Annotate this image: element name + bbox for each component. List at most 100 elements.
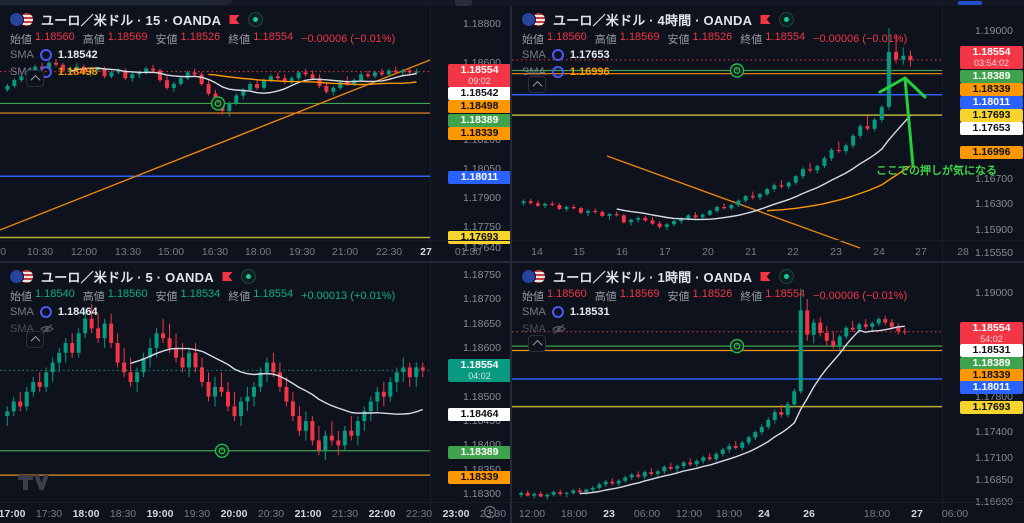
symbol-title-row[interactable]: ユーロ／米ドル · 4時間 · OANDA (522, 9, 907, 30)
price-tag-red[interactable]: 1.18554 03:54:02 (960, 46, 1023, 69)
open-label: 始値 (522, 290, 544, 303)
price-tag-yellow[interactable]: 1.17693 (960, 401, 1023, 414)
indicator-row-sma2-hidden[interactable]: SMA (10, 320, 395, 337)
price-tag-orange[interactable]: 1.18498 (448, 100, 511, 113)
price-axis-1h[interactable]: 1.19000 1.17800 1.17400 1.17100 1.16850 1.166… (942, 263, 1024, 523)
indicator-row-sma1[interactable]: SMA 1.18531 (522, 303, 907, 320)
eye-slash-icon[interactable] (39, 323, 54, 335)
price-tag-orange[interactable]: 1.18339 (448, 127, 511, 140)
panel-divider-horizontal[interactable] (0, 261, 1024, 263)
indicator-row-sma1[interactable]: SMA 1.18542 (10, 46, 395, 63)
alert-icon[interactable] (729, 63, 745, 78)
price-tag-blue[interactable]: 1.18011 (448, 171, 511, 184)
collapse-legend-button[interactable] (26, 70, 44, 87)
sma-line-slow (767, 165, 911, 212)
alert-icon[interactable] (210, 96, 226, 111)
chart-panel-5m[interactable]: 1.18750 1.18700 1.18650 1.18600 1.18500 1.184… (0, 263, 511, 523)
timezone-clock-icon[interactable] (483, 505, 497, 519)
price-tag-yellow[interactable]: 1.17693 (960, 109, 1023, 122)
price-axis-15m[interactable]: 1.188001.186001.182001.180501.179001.177… (430, 6, 511, 261)
symbol-title-row[interactable]: ユーロ／米ドル · 15 · OANDA (10, 9, 395, 30)
candlestick-chart-4h[interactable]: ここでの押しが気になる (512, 6, 1024, 261)
eye-slash-icon[interactable] (551, 323, 566, 335)
collapse-legend-button[interactable] (528, 76, 546, 93)
sma-label: SMA (522, 305, 546, 318)
close-value: 1.18554 (765, 287, 806, 300)
price-tag-teal[interactable]: 1.18554 04:02 (448, 359, 511, 382)
collapse-legend-button[interactable] (26, 331, 44, 348)
price-tag-red[interactable]: 1.18554 09:02 (448, 64, 511, 87)
price-tag-green[interactable]: 1.18389 (960, 70, 1023, 83)
chart-panel-15m[interactable]: 1.188001.186001.182001.180501.179001.177… (0, 6, 511, 261)
symbol-title-row[interactable]: ユーロ／米ドル · 1時間 · OANDA (522, 266, 907, 287)
time-label: 18:00 (244, 246, 272, 258)
low-value: 1.18526 (692, 30, 733, 43)
time-axis-1h[interactable]: 12:00 18:00 23 06:00 12:00 18:00 24 26 18:00 27 06… (512, 502, 1024, 523)
price-tag-white[interactable]: 1.18464 (448, 408, 511, 421)
price-tag-white[interactable]: 1.18542 (448, 87, 511, 100)
price-tag-white[interactable]: 1.17653 (960, 122, 1023, 135)
flag-icon[interactable] (759, 14, 772, 26)
price-tick-label: 1.15550 (975, 246, 1013, 259)
flag-icon[interactable] (228, 14, 241, 26)
indicator-row-sma2[interactable]: SMA 1.18498 (10, 63, 395, 80)
time-label: 15:00 (157, 246, 185, 258)
time-label: 20 (702, 246, 714, 258)
time-axis-5m[interactable]: 17:00 17:30 18:00 18:30 19:00 19:30 20:00 20:30… (0, 502, 511, 523)
price-axis-5m[interactable]: 1.18750 1.18700 1.18650 1.18600 1.18500 1.184… (430, 263, 511, 523)
time-label: 18:00 (863, 508, 891, 520)
price-tag-green[interactable]: 1.18389 (960, 357, 1023, 370)
indicator-row-sma2-hidden[interactable]: SMA (522, 320, 907, 337)
time-label: 27 (420, 246, 432, 258)
price-tick-label: 1.18800 (463, 18, 501, 31)
trendline[interactable] (606, 155, 861, 249)
indicator-row-sma1[interactable]: SMA 1.17653 (522, 46, 907, 63)
time-label: 21:00 (331, 246, 359, 258)
time-label: 18:00 (715, 508, 743, 520)
flag-icon[interactable] (759, 271, 772, 283)
price-tick-label: 1.17640 (463, 241, 501, 254)
trendline[interactable] (0, 59, 431, 231)
open-label: 始値 (10, 33, 32, 46)
indicator-row-sma2[interactable]: SMA 1.16996 (522, 63, 907, 80)
collapse-legend-button[interactable] (528, 335, 546, 352)
panel-divider-vertical[interactable] (510, 6, 512, 523)
time-axis-15m[interactable]: 09:00 10:30 12:00 13:30 15:00 16:30 18:00 19:30… (0, 240, 511, 261)
high-label: 高値 (594, 33, 617, 46)
flag-icon[interactable] (221, 271, 234, 283)
price-tick-label: 1.18700 (463, 293, 501, 306)
price-tag-orange[interactable]: 1.18339 (960, 83, 1023, 96)
time-label: 06:00 (941, 508, 969, 520)
candlestick-chart-1h[interactable] (512, 263, 1024, 523)
price-tag-blue[interactable]: 1.18011 (960, 96, 1023, 109)
candlestick-chart-5m[interactable] (0, 263, 511, 523)
price-tag-orange[interactable]: 1.16996 (960, 146, 1023, 159)
time-label: 10:30 (26, 246, 54, 258)
price-axis-4h[interactable]: 1.190001.171001.167001.163001.159001.155… (942, 6, 1024, 261)
price-tag-white[interactable]: 1.18531 (960, 344, 1023, 357)
alert-icon[interactable] (214, 443, 230, 458)
drawing-arrow[interactable] (878, 76, 927, 99)
price-tag-orange[interactable]: 1.18339 (960, 369, 1023, 382)
chart-panel-4h[interactable]: ここでの押しが気になる 1.190001.171001.167001.16300… (512, 6, 1024, 261)
indicator-row-sma1[interactable]: SMA 1.18464 (10, 303, 395, 320)
tradingview-logo[interactable] (18, 475, 49, 490)
symbol-title-row[interactable]: ユーロ／米ドル · 5 · OANDA (10, 266, 395, 287)
low-label: 安値 (667, 33, 690, 46)
sma-line-fast (69, 67, 417, 94)
open-label: 始値 (522, 33, 544, 46)
price-tag-orange[interactable]: 1.18339 (448, 471, 511, 484)
alert-icon[interactable] (729, 338, 745, 354)
time-axis-4h[interactable]: 14 15 16 17 20 21 22 23 24 27 28 (512, 240, 1024, 261)
price-tag-green[interactable]: 1.18389 (448, 446, 511, 459)
time-label: 12:00 (518, 508, 546, 520)
drawing-note[interactable]: ここでの押しが気になる (876, 163, 997, 177)
price-tag-red[interactable]: 1.18554 54:02 (960, 322, 1023, 345)
high-value: 1.18569 (619, 30, 660, 43)
open-value: 1.18560 (547, 30, 587, 43)
chart-panel-1h[interactable]: 1.19000 1.17800 1.17400 1.17100 1.16850 1.166… (512, 263, 1024, 523)
drawing-arrow[interactable] (903, 76, 915, 168)
price-tick-label: 1.17400 (975, 426, 1013, 439)
price-tag-blue[interactable]: 1.18011 (960, 381, 1023, 394)
price-tag-green[interactable]: 1.18389 (448, 114, 511, 127)
